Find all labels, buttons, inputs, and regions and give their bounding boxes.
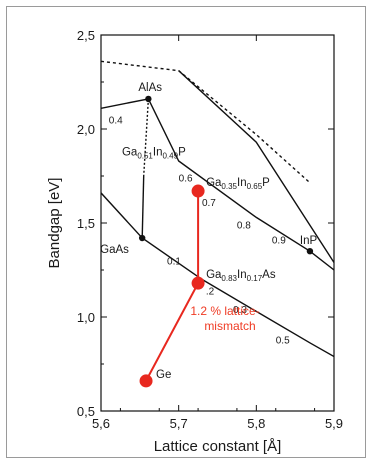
point-label-gaas: GaAs [100,244,129,256]
mismatch-annotation-line1: 1.2 % lattice- [190,304,259,318]
composition-label: 0.1 [167,256,181,267]
y-tick-label: 2,5 [77,28,95,43]
point-label-alas: AlAs [138,82,162,94]
alas-dashed-connector [143,98,150,177]
point-ge [139,374,153,388]
composition-label: 0.4 [109,115,123,126]
point-label-gainas: Ga0.83In0.17As [206,269,276,283]
y-tick-label: 0,5 [77,404,95,419]
x-tick-label: 5,8 [247,416,265,431]
composition-label: 0.7 [202,198,216,209]
x-axis-title: Lattice constant [Å] [154,438,282,455]
y-tick-label: 2,0 [77,122,95,137]
x-tick-label: 5,9 [325,416,343,431]
point-gaas [138,234,146,242]
point-gainp [191,184,205,198]
y-axis-title: Bandgap [eV] [46,178,63,269]
upper-dashed-curve [101,60,312,185]
plot-area-border [100,34,335,412]
composition-label: 0.3 [233,305,247,316]
lattice-matched-label: Ga0.51In0.49P [122,146,186,160]
point-label-inp: InP [300,235,318,247]
y-tick-label: 1,0 [77,310,95,325]
red-tie-line [145,191,200,382]
gaas-inp-curve [101,192,334,358]
alas-inp-curve [101,98,334,271]
composition-label: 0.6 [179,174,193,185]
alas-gaas-connector [141,175,145,239]
x-tick-label: 5,6 [92,416,110,431]
upper-solid-curve [178,70,334,263]
point-gainas [191,276,205,290]
composition-label: .2 [206,286,215,297]
x-tick-label: 5,7 [170,416,188,431]
composition-label: 0.5 [276,335,290,346]
composition-label: 0.8 [237,221,251,232]
mismatch-annotation-line2: mismatch [204,319,255,333]
point-inp [306,248,314,255]
chart-frame: 5,6 5,7 5,8 5,9 0,5 1,0 1,5 2,0 2,5 Lattice const… [6,6,366,458]
bandgap-lattice-chart: 5,6 5,7 5,8 5,9 0,5 1,0 1,5 2,0 2,5 Lattice const… [46,28,343,455]
curves-group [101,60,334,358]
composition-label: 0.9 [272,236,286,247]
point-alas [145,95,152,103]
point-label-gainp: Ga0.35In0.65P [206,177,270,191]
y-tick-label: 1,5 [77,216,95,231]
point-label-ge: Ge [156,369,171,381]
